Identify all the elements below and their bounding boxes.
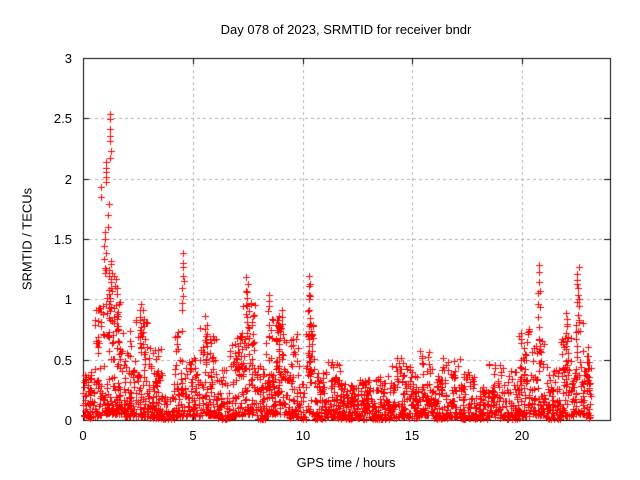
y-tick-label: 1.5 <box>53 232 72 247</box>
x-tick-label: 20 <box>514 428 530 443</box>
chart-title: Day 078 of 2023, SRMTID for receiver bnd… <box>220 22 472 37</box>
y-tick-label: 0 <box>64 413 72 428</box>
y-tick-label: 2.5 <box>53 111 72 126</box>
x-tick-label: 5 <box>189 428 197 443</box>
x-axis-label: GPS time / hours <box>296 455 396 470</box>
y-tick-label: 2 <box>64 172 72 187</box>
y-tick-label: 0.5 <box>53 353 72 368</box>
y-tick-label: 1 <box>64 292 72 307</box>
x-tick-label: 10 <box>295 428 311 443</box>
y-tick-label: 3 <box>64 51 72 66</box>
x-tick-label: 15 <box>404 428 420 443</box>
x-tick-label: 0 <box>79 428 87 443</box>
